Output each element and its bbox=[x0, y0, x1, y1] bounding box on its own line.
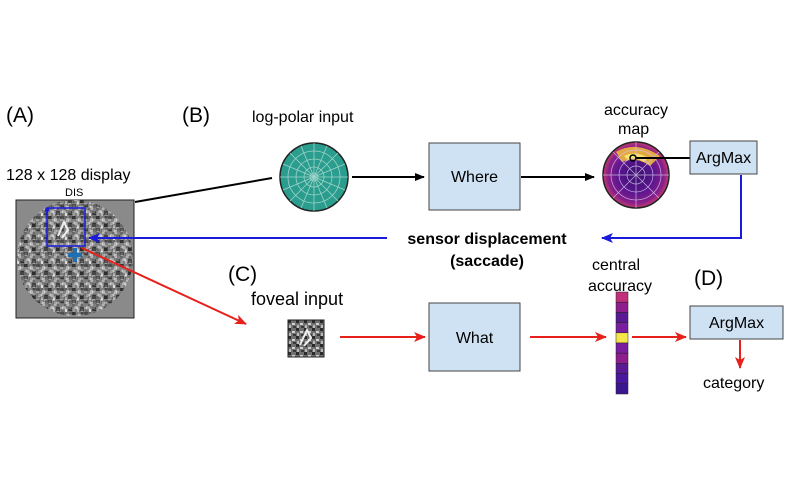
saccade-label-line1: sensor displacement bbox=[407, 231, 567, 248]
log-polar-input-label: log-polar input bbox=[252, 109, 354, 126]
log-polar-input-image bbox=[279, 142, 349, 212]
foveal-input-label: foveal input bbox=[251, 289, 343, 309]
argmax-top-box: ArgMax bbox=[689, 140, 758, 175]
accuracy-map-label-line1: accuracy bbox=[604, 102, 668, 119]
argmax-bottom-label: ArgMax bbox=[709, 315, 764, 332]
arrow-argmax-to-saccade bbox=[601, 175, 742, 243]
central-accuracy-label-line2: accuracy bbox=[588, 278, 652, 295]
what-box: What bbox=[428, 302, 521, 372]
category-label: category bbox=[703, 375, 764, 392]
argmax-top-label: ArgMax bbox=[696, 150, 751, 167]
dis-label: DIS bbox=[65, 187, 83, 199]
argmax-bottom-box: ArgMax bbox=[689, 305, 784, 340]
accuracy-map-label-line2: map bbox=[618, 121, 649, 138]
central-accuracy-cell bbox=[615, 373, 629, 385]
panel-label-c: (C) bbox=[228, 263, 257, 286]
central-accuracy-cell bbox=[615, 352, 629, 364]
where-label: Where bbox=[451, 169, 498, 186]
display-label: 128 x 128 display bbox=[6, 167, 131, 184]
central-accuracy-cell bbox=[615, 312, 629, 323]
central-accuracy-cell bbox=[615, 363, 629, 374]
central-accuracy-cell bbox=[615, 342, 629, 354]
foveal-input-image bbox=[287, 319, 325, 358]
what-label: What bbox=[456, 330, 494, 347]
panel-label-a: (A) bbox=[6, 104, 34, 127]
central-accuracy-bar bbox=[615, 291, 629, 395]
accuracy-map-image bbox=[602, 141, 690, 209]
panel-label-d: (D) bbox=[694, 267, 723, 290]
panel-label-b: (B) bbox=[182, 104, 210, 127]
display-image bbox=[15, 199, 135, 319]
central-accuracy-cell bbox=[615, 322, 629, 334]
saccade-label-line2: (saccade) bbox=[450, 253, 524, 270]
arrow-display-to-foveal bbox=[81, 247, 247, 325]
fovea-window bbox=[46, 207, 86, 247]
central-accuracy-label-line1: central bbox=[592, 257, 640, 274]
central-accuracy-cell bbox=[615, 291, 629, 303]
where-box: Where bbox=[428, 142, 521, 211]
fixation-cross-icon bbox=[68, 248, 82, 262]
central-accuracy-cell bbox=[615, 332, 629, 344]
connector-line bbox=[134, 177, 273, 203]
central-accuracy-cell bbox=[615, 301, 629, 313]
central-accuracy-cell bbox=[615, 383, 629, 395]
